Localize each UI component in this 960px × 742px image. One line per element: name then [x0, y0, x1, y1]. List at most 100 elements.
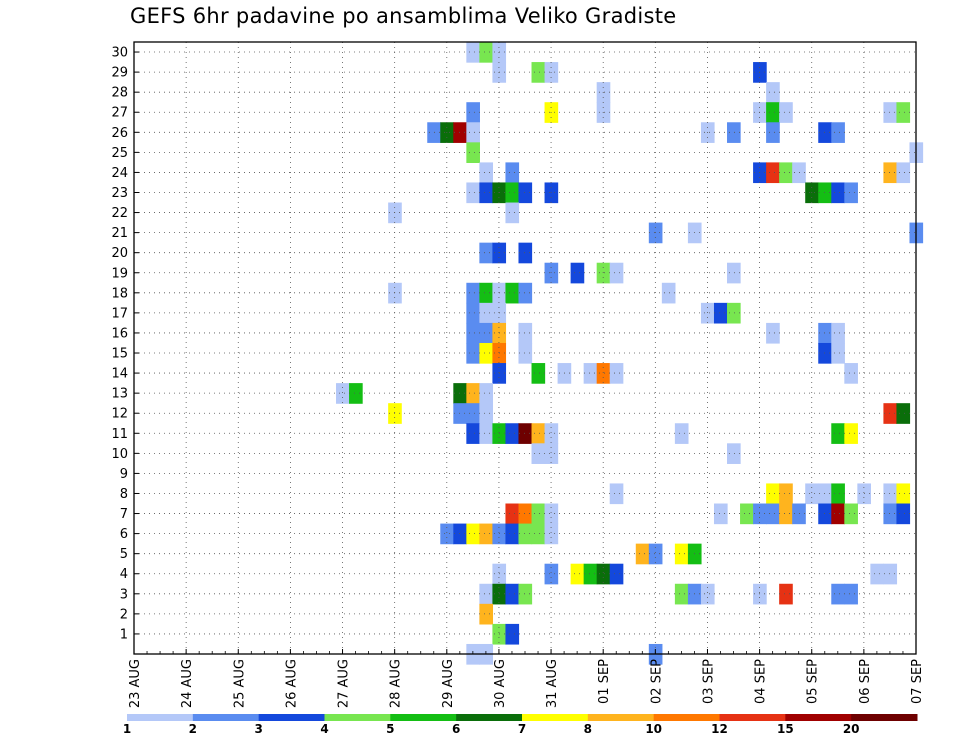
x-tick-label: 30 AUG [493, 659, 508, 708]
legend-label: 2 [189, 722, 197, 736]
y-axis: 1234567891011121314151617181920212223242… [111, 46, 139, 642]
x-tick-label: 25 AUG [232, 659, 247, 708]
legend-swatch [192, 714, 260, 721]
x-tick-label: 05 SEP [806, 659, 821, 704]
precip-cell [479, 322, 494, 344]
y-tick-label: 14 [111, 367, 128, 382]
precip-cell [336, 383, 350, 404]
precip-cell [700, 302, 715, 324]
precip-cell [609, 483, 624, 505]
precip-cell [479, 342, 494, 364]
precip-cell [544, 423, 559, 444]
precip-cell [674, 423, 689, 444]
y-tick-label: 24 [111, 166, 128, 181]
x-tick-label: 26 AUG [284, 659, 299, 708]
legend-label: 20 [843, 722, 860, 736]
y-tick-label: 11 [111, 427, 128, 442]
precip-cell [518, 583, 533, 605]
precip-cell [766, 102, 780, 123]
precip-cell [466, 282, 480, 304]
x-tick-label: 03 SEP [701, 659, 716, 704]
precip-cell [466, 383, 480, 404]
precip-cell [505, 182, 520, 204]
y-tick-label: 5 [120, 547, 128, 562]
precip-cell [544, 563, 559, 585]
precip-cell [661, 282, 676, 304]
y-tick-label: 17 [111, 306, 128, 321]
y-tick-label: 1 [120, 627, 128, 642]
y-tick-label: 3 [120, 587, 128, 602]
x-tick-label: 29 AUG [441, 659, 456, 708]
precip-cell [727, 262, 741, 284]
legend-label: 1 [123, 722, 131, 736]
precip-cell [505, 423, 520, 444]
precip-cell [518, 322, 533, 344]
precip-cell [518, 503, 533, 525]
precip-cell [544, 262, 559, 284]
precip-cell [479, 403, 494, 424]
precip-cell [479, 523, 494, 545]
precip-cell [596, 262, 611, 284]
y-tick-label: 30 [111, 46, 128, 61]
precip-cell [818, 122, 832, 143]
precip-cell [570, 563, 585, 585]
precip-cell [466, 302, 480, 324]
legend-swatch [258, 714, 325, 721]
precip-cell [883, 563, 898, 585]
precip-cell [479, 423, 494, 444]
precip-cell [779, 483, 793, 505]
y-tick-label: 28 [111, 86, 128, 101]
legend-colorbar: 1 2 3 4 5 6 7 8 10 12 15 20 [123, 714, 918, 736]
y-tick-label: 19 [111, 266, 128, 281]
precip-cell [466, 182, 480, 204]
precip-cell [466, 42, 480, 63]
precip-cell [466, 322, 480, 344]
x-tick-label: 31 AUG [545, 659, 560, 708]
y-tick-label: 20 [111, 246, 128, 261]
precip-cell [766, 122, 780, 143]
precip-cell [518, 182, 533, 204]
y-tick-label: 6 [120, 527, 128, 542]
y-tick-label: 16 [111, 326, 128, 341]
precip-cell [713, 302, 728, 324]
precip-cell [818, 342, 832, 364]
precip-cell [609, 563, 624, 585]
y-tick-label: 25 [111, 146, 128, 161]
precip-cell [609, 363, 624, 384]
precip-cell [479, 583, 494, 605]
legend-swatch [456, 714, 523, 721]
precip-cell [831, 322, 845, 344]
precip-cell [896, 162, 911, 184]
x-tick-label: 24 AUG [180, 659, 195, 708]
precip-cell [453, 383, 467, 404]
precip-cell [818, 182, 832, 204]
precip-cell [740, 503, 754, 525]
precip-cell [505, 583, 520, 605]
precip-cell [479, 282, 494, 304]
precip-cell [453, 122, 467, 143]
x-tick-label: 06 SEP [858, 659, 873, 704]
precip-cell [479, 242, 494, 264]
precip-cell [844, 363, 858, 384]
precip-cell [531, 523, 546, 545]
precip-cell [818, 503, 832, 525]
legend-label: 5 [386, 722, 394, 736]
grid-layer [134, 42, 916, 654]
precip-cell [896, 403, 911, 424]
precip-cell [831, 483, 845, 505]
y-tick-label: 15 [111, 347, 128, 362]
precip-cell [518, 282, 533, 304]
legend-label: 10 [645, 722, 662, 736]
precip-cell [505, 503, 520, 525]
precip-cell [896, 483, 911, 505]
precip-cell [518, 342, 533, 364]
precip-cell [674, 583, 689, 605]
precip-cell [505, 282, 520, 304]
x-tick-label: 01 SEP [597, 659, 612, 704]
precip-cell [544, 443, 559, 464]
precip-cell [779, 162, 793, 184]
y-tick-label: 13 [111, 387, 128, 402]
y-tick-label: 7 [120, 507, 128, 522]
legend-label: 3 [254, 722, 262, 736]
